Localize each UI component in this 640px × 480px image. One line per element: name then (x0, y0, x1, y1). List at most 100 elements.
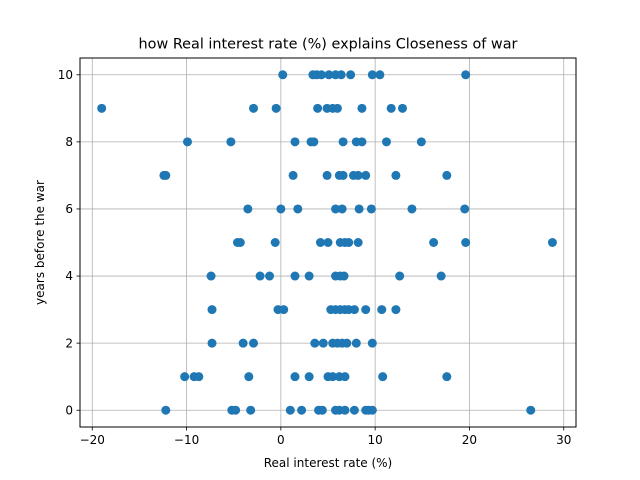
data-point (375, 70, 385, 80)
y-tick-label: 8 (65, 135, 73, 149)
data-point (323, 238, 333, 247)
data-point (255, 271, 265, 281)
x-tick-label: 20 (462, 433, 477, 447)
data-point (290, 271, 300, 281)
data-point (338, 170, 348, 180)
data-point (377, 305, 387, 315)
data-point (246, 405, 256, 415)
data-point (436, 271, 446, 281)
data-point (338, 137, 348, 147)
chart-title: how Real interest rate (%) explains Clos… (139, 37, 518, 53)
data-point (304, 372, 314, 382)
data-point (416, 137, 426, 147)
data-point (288, 170, 298, 180)
y-tick-label: 4 (65, 269, 73, 283)
data-point (407, 204, 417, 214)
data-point (442, 372, 452, 382)
data-point (290, 137, 300, 147)
data-point (226, 137, 236, 147)
data-point (526, 405, 536, 415)
x-tick-label: 10 (368, 433, 383, 447)
data-point (378, 372, 388, 382)
data-point (353, 238, 363, 247)
data-point (342, 338, 352, 348)
data-point (339, 271, 349, 281)
data-point (429, 238, 439, 247)
data-point (395, 271, 405, 281)
data-point (461, 238, 471, 247)
x-axis-label: Real interest rate (%) (264, 456, 393, 470)
data-point (97, 103, 107, 113)
data-point (353, 170, 363, 180)
data-point (361, 305, 371, 315)
data-point (547, 238, 557, 247)
x-tick-label: −10 (174, 433, 199, 447)
data-point (337, 204, 347, 214)
y-tick-label: 6 (65, 202, 73, 216)
data-point (328, 372, 338, 382)
data-point (366, 204, 376, 214)
y-axis-ticks: 0 2 4 6 8 10 (58, 68, 80, 417)
data-point (397, 103, 407, 113)
data-point (271, 103, 281, 113)
data-point (346, 70, 356, 80)
data-point (310, 338, 320, 348)
data-point (357, 137, 367, 147)
data-point (361, 170, 371, 180)
data-point (349, 405, 359, 415)
data-point (324, 70, 334, 80)
data-point (322, 170, 332, 180)
data-point (243, 204, 253, 214)
data-point (182, 137, 192, 147)
data-point (391, 170, 401, 180)
data-point (391, 305, 401, 315)
data-point (276, 204, 286, 214)
data-point (331, 204, 341, 214)
x-axis-ticks: −20 −10 0 10 20 30 (80, 427, 571, 447)
data-point (351, 338, 361, 348)
x-tick-label: 30 (556, 433, 571, 447)
data-point (386, 103, 396, 113)
data-point (290, 372, 300, 382)
data-points (97, 70, 557, 415)
data-point (340, 372, 350, 382)
data-point (367, 405, 377, 415)
data-point (316, 70, 326, 80)
data-point (442, 170, 452, 180)
data-point (249, 103, 259, 113)
data-point (231, 405, 241, 415)
data-point (270, 238, 280, 247)
data-point (207, 305, 217, 315)
y-tick-label: 10 (58, 68, 73, 82)
data-point (293, 204, 303, 214)
data-point (367, 338, 377, 348)
data-point (332, 103, 342, 113)
data-point (349, 305, 359, 315)
data-point (285, 405, 295, 415)
data-point (238, 338, 248, 348)
data-point (244, 372, 254, 382)
data-point (278, 70, 288, 80)
data-point (235, 238, 245, 247)
data-point (180, 372, 190, 382)
data-point (249, 338, 259, 348)
y-tick-label: 2 (65, 336, 73, 350)
data-point (460, 204, 470, 214)
data-point (357, 103, 367, 113)
data-point (207, 338, 217, 348)
x-tick-label: 0 (277, 433, 285, 447)
y-axis-label: years before the war (33, 180, 47, 305)
data-point (461, 70, 471, 80)
data-point (279, 305, 289, 315)
data-point (194, 372, 204, 382)
data-point (315, 238, 325, 247)
data-point (367, 70, 377, 80)
data-point (354, 204, 364, 214)
y-tick-label: 0 (65, 403, 73, 417)
data-point (317, 405, 327, 415)
data-point (297, 405, 307, 415)
axes-frame (79, 57, 577, 428)
data-point (161, 405, 171, 415)
data-point (313, 103, 323, 113)
